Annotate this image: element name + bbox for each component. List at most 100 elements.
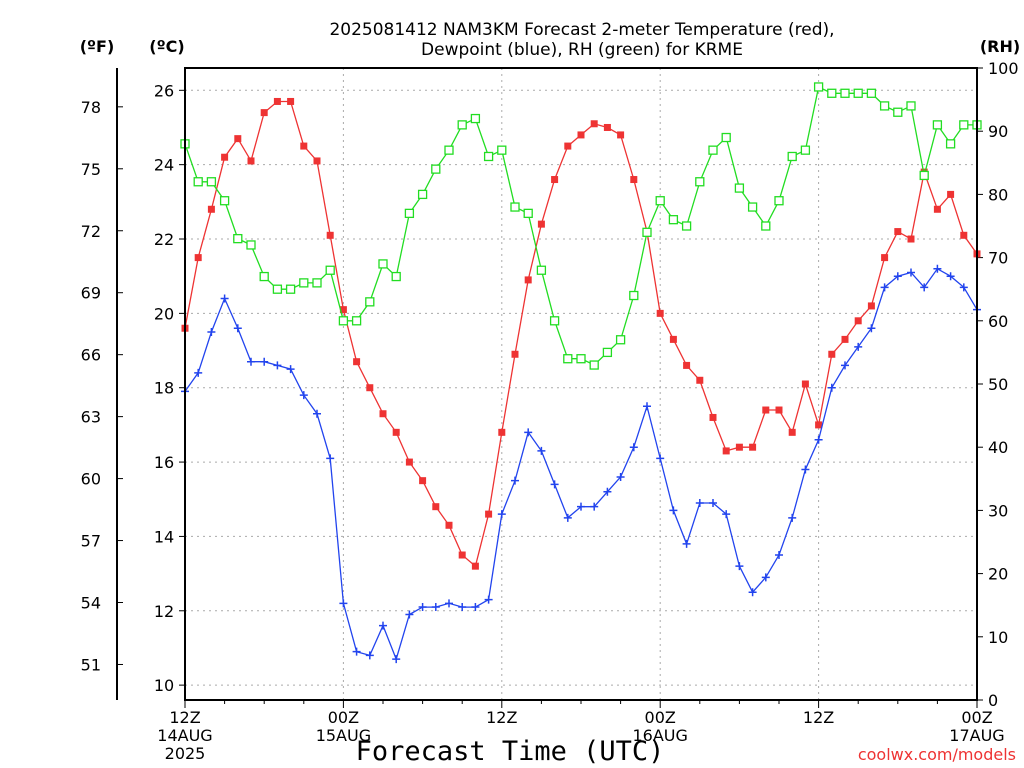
rh-point — [853, 88, 863, 98]
temperature-point — [841, 335, 849, 343]
x-tick-label: 16AUG — [632, 726, 687, 745]
rh-tick-label: 90 — [988, 122, 1008, 141]
dewpoint-point — [854, 342, 863, 351]
dewpoint-point — [207, 327, 216, 336]
rh-point — [602, 347, 613, 358]
celsius-tick-label: 22 — [154, 230, 174, 249]
dewpoint-line — [184, 267, 978, 662]
rh-point — [945, 139, 956, 149]
rh-point — [549, 316, 560, 326]
rh-point — [285, 284, 296, 294]
temperature-point — [669, 335, 677, 343]
temperature-point — [947, 190, 955, 198]
dewpoint-point — [643, 402, 651, 411]
temperature-point — [907, 235, 915, 243]
rh-tick-label: 20 — [988, 565, 1008, 584]
temperature-point — [432, 503, 440, 511]
dewpoint-point — [722, 510, 731, 519]
dewpoint-point — [629, 443, 638, 452]
dewpoint-point — [695, 498, 704, 507]
temperature-point — [485, 510, 493, 518]
dewpoint-point — [445, 599, 453, 608]
temperature-point — [815, 421, 823, 429]
x-tick-label: 14AUG — [157, 726, 212, 745]
dewpoint-point — [471, 603, 480, 612]
temperature-point — [603, 123, 611, 131]
rh-point — [365, 297, 375, 307]
temperature-point — [788, 428, 796, 436]
temperature-point — [471, 562, 479, 570]
temperature-point — [445, 521, 453, 529]
x-tick-label: 00Z — [961, 708, 992, 727]
rh-point — [589, 360, 599, 370]
dewpoint-point — [841, 361, 849, 370]
dewpoint-point — [801, 465, 810, 474]
temperature-point — [735, 443, 743, 451]
temperature-line — [184, 100, 978, 568]
rh-point — [417, 189, 428, 200]
rh-tick-label: 70 — [988, 249, 1008, 268]
dewpoint-point — [946, 272, 955, 281]
dewpoint-point — [511, 476, 519, 485]
temperature-point — [234, 135, 242, 143]
dewpoint-point — [379, 621, 387, 630]
dewpoint-point — [524, 428, 533, 437]
celsius-tick-label: 26 — [154, 81, 174, 100]
dewpoint-point — [577, 502, 585, 511]
x-tick-label: 12Z — [169, 708, 200, 727]
rh-point — [800, 145, 811, 155]
rh-point — [642, 227, 652, 237]
rh-tick-label: 80 — [988, 185, 1008, 204]
x-tick-label: 00Z — [645, 708, 676, 727]
dewpoint-point — [299, 391, 308, 400]
rh-point — [708, 145, 718, 155]
rh-point — [563, 354, 573, 364]
gridlines — [185, 68, 977, 700]
rh-tick-label: 40 — [988, 438, 1008, 457]
temperature-point — [287, 97, 295, 105]
rh-point — [681, 221, 692, 231]
rh-point — [747, 202, 758, 212]
rh-point — [483, 151, 494, 162]
celsius-tick-label: 18 — [154, 379, 174, 398]
rh-point — [378, 259, 388, 269]
temperature-point — [207, 205, 215, 213]
dewpoint-point — [392, 655, 401, 664]
rh-point — [431, 164, 441, 174]
temperature-point — [458, 551, 466, 559]
rh-point — [879, 101, 890, 111]
x-tick-label: 17AUG — [949, 726, 1004, 745]
dewpoint-point — [920, 283, 929, 292]
rh-point — [840, 88, 850, 98]
dewpoint-point — [590, 502, 599, 511]
temperature-point — [524, 276, 532, 284]
temperature-point — [696, 376, 704, 384]
temperature-point — [749, 443, 757, 451]
dewpoint-point — [814, 435, 823, 444]
rh-point — [206, 177, 217, 187]
dewpoint-point — [537, 446, 546, 455]
rh-point — [813, 82, 824, 92]
rh-tick-label: 30 — [988, 501, 1008, 520]
dewpoint-point — [603, 487, 612, 496]
temperature-point — [577, 131, 585, 139]
rh-point — [774, 196, 784, 206]
rh-unit-label: (RH) — [980, 37, 1020, 56]
fahrenheit-tick-label: 69 — [81, 284, 101, 303]
temperature-point — [511, 350, 519, 358]
temperature-point — [392, 428, 400, 436]
dewpoint-point — [458, 603, 467, 612]
rh-point — [219, 196, 230, 206]
rh-point — [470, 113, 481, 124]
fahrenheit-tick-label: 78 — [81, 98, 101, 117]
rh-tick-label: 50 — [988, 375, 1008, 394]
temperature-point — [709, 413, 717, 421]
celsius-tick-label: 10 — [154, 676, 174, 695]
rh-point — [668, 215, 679, 225]
temperature-point — [722, 447, 730, 455]
rh-point — [523, 208, 533, 219]
dewpoint-point — [907, 268, 915, 277]
dewpoint-point — [735, 562, 744, 571]
temperature-point — [617, 131, 625, 139]
